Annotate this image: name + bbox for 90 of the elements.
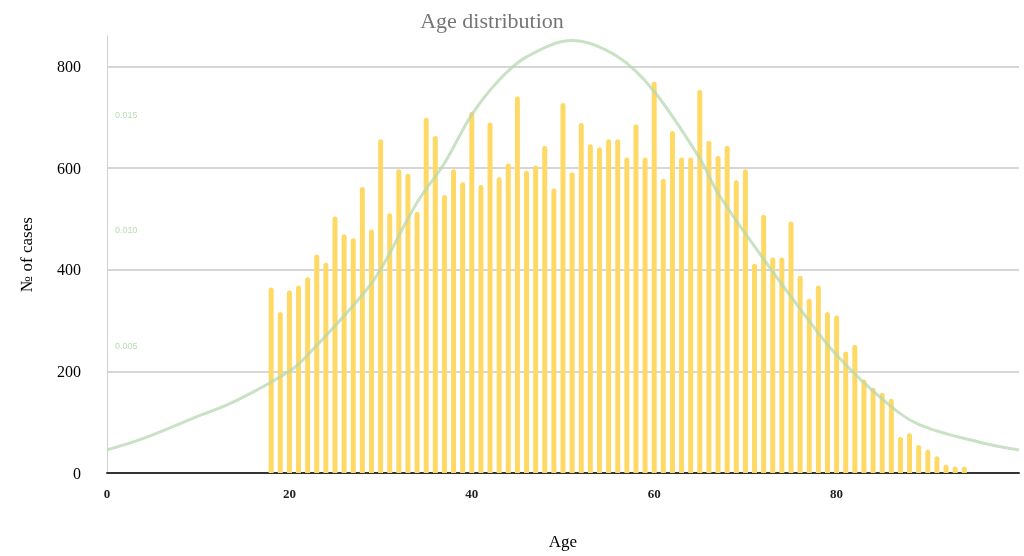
bar	[834, 315, 840, 473]
bar	[314, 254, 320, 473]
bar	[770, 257, 776, 473]
bar	[578, 122, 584, 473]
y-tick-label: 200	[57, 362, 81, 380]
bar	[779, 257, 785, 473]
bar	[296, 285, 302, 473]
bar	[368, 229, 374, 473]
bar	[277, 311, 283, 473]
bar	[843, 351, 849, 473]
bar	[423, 117, 429, 473]
bar	[624, 157, 630, 473]
bar	[888, 398, 894, 473]
bar	[378, 139, 384, 473]
bar	[268, 287, 274, 473]
bar	[752, 263, 758, 473]
bar	[514, 96, 520, 473]
bar	[405, 173, 411, 473]
y2-tick-label: 0.015	[115, 109, 138, 120]
bar	[706, 140, 712, 473]
bar	[879, 392, 885, 473]
bar	[615, 139, 621, 473]
bar	[387, 213, 393, 473]
bar	[788, 221, 794, 473]
bar	[560, 103, 566, 473]
bar	[524, 170, 530, 473]
y-tick-label: 0	[73, 464, 81, 482]
x-axis-title: Age	[548, 532, 578, 551]
bar	[460, 182, 466, 473]
bar	[925, 449, 931, 473]
bar	[633, 124, 639, 473]
bar	[323, 262, 329, 473]
bar	[797, 275, 803, 473]
bar	[487, 122, 493, 473]
bar	[715, 155, 721, 473]
bar	[286, 290, 292, 473]
bar	[870, 387, 876, 473]
bar	[688, 157, 694, 473]
bar	[651, 81, 657, 473]
bar	[569, 172, 575, 473]
x-tick-label: 20	[282, 486, 296, 501]
x-tick-label: 80	[830, 486, 844, 501]
y2-tick-label: 0.010	[115, 225, 138, 236]
bar	[596, 147, 602, 473]
chart-title: Age distribution	[420, 7, 564, 33]
bar	[533, 165, 539, 473]
bar	[733, 180, 739, 473]
y-axis-title: № of cases	[17, 217, 36, 292]
bar	[305, 277, 311, 473]
bar	[469, 111, 475, 473]
bar	[505, 163, 511, 473]
y-tick-label: 600	[57, 159, 81, 177]
bar	[350, 238, 356, 473]
x-tick-label: 40	[465, 486, 479, 501]
x-tick-label: 60	[647, 486, 661, 501]
x-tick-label: 0	[103, 486, 111, 501]
y-tick-label: 400	[57, 261, 81, 279]
bar	[916, 445, 922, 473]
bar	[451, 169, 457, 473]
bar	[897, 436, 903, 473]
bar	[441, 195, 447, 473]
bar	[907, 433, 913, 473]
bar	[742, 169, 748, 473]
bar	[660, 178, 666, 473]
bar	[669, 131, 675, 473]
y-tick-label: 800	[57, 57, 81, 75]
bar	[606, 139, 612, 473]
bar	[496, 177, 502, 473]
bar	[642, 157, 648, 473]
bar	[414, 211, 420, 473]
bar	[697, 89, 703, 473]
bar	[761, 214, 767, 473]
bar	[551, 188, 557, 473]
bar	[432, 136, 438, 473]
bar	[815, 285, 821, 473]
bar	[341, 234, 347, 473]
bar	[679, 157, 685, 473]
bar	[478, 184, 484, 473]
bar	[396, 169, 402, 473]
bar	[852, 344, 858, 473]
bar	[359, 186, 365, 473]
bar	[861, 379, 867, 473]
y2-tick-label: 0.005	[115, 340, 138, 351]
bar	[542, 145, 548, 473]
line-series	[105, 39, 1021, 452]
bar	[724, 145, 730, 473]
bar	[332, 216, 338, 473]
bar	[587, 144, 593, 473]
bar	[824, 311, 830, 473]
bar	[806, 298, 812, 473]
